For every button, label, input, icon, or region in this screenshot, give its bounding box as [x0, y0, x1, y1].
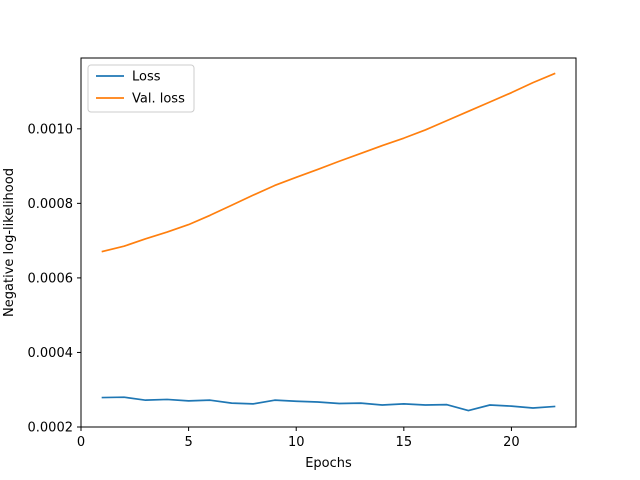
x-tick-label: 20	[503, 435, 520, 450]
y-tick-label: 0.0008	[28, 197, 74, 212]
y-axis: 0.0002 0.0004 0.0006 0.0008 0.0010	[28, 122, 81, 436]
y-tick-label: 0.0010	[28, 122, 74, 137]
x-tick-label: 5	[184, 435, 192, 450]
plot-frame	[80, 57, 577, 428]
x-axis: 0 5 10 15 20	[77, 427, 520, 450]
y-tick-label: 0.0006	[28, 271, 74, 286]
legend-label: Loss	[132, 70, 161, 85]
x-tick-label: 15	[396, 435, 413, 450]
series-line-val-loss	[101, 72, 556, 253]
series-layer	[101, 72, 556, 412]
legend: Loss Val. loss	[87, 64, 195, 113]
y-tick-label: 0.0004	[28, 346, 74, 361]
y-axis-title: Negative log-likelihood	[2, 168, 17, 317]
series-line-loss	[101, 396, 556, 412]
legend-label: Val. loss	[132, 92, 185, 107]
x-tick-label: 0	[77, 435, 85, 450]
x-tick-label: 10	[288, 435, 305, 450]
x-axis-title: Epochs	[305, 456, 352, 471]
y-tick-label: 0.0002	[28, 421, 74, 436]
